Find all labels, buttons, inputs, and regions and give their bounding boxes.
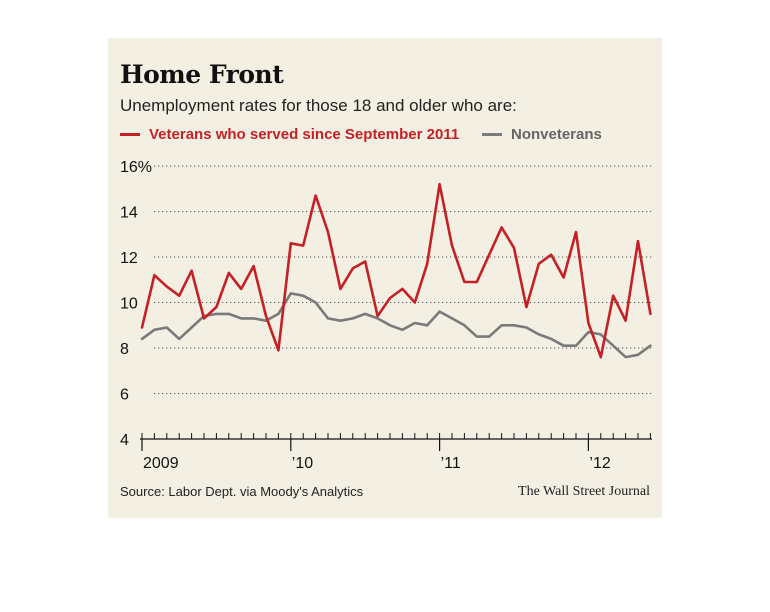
x-year-label: ’11 bbox=[441, 455, 461, 472]
source-note: Source: Labor Dept. via Moody's Analytic… bbox=[120, 484, 364, 499]
legend-nonveterans-swatch bbox=[482, 132, 502, 136]
y-tick-label: 8 bbox=[120, 341, 129, 358]
chart-card: Home Front Unemployment rates for those … bbox=[108, 38, 662, 518]
x-year-label: 2009 bbox=[143, 455, 179, 472]
line-chart: 4 6 8 10 12 14 16% 2009 ’10 ’11 ’12 bbox=[120, 159, 652, 472]
chart-title: Home Front bbox=[120, 60, 284, 89]
legend-veterans-swatch bbox=[120, 132, 140, 136]
x-year-label: ’10 bbox=[292, 455, 313, 472]
legend-veterans: Veterans who served since September 2011 bbox=[120, 124, 459, 144]
y-tick-label: 12 bbox=[120, 250, 138, 267]
y-tick-label: 6 bbox=[120, 387, 129, 404]
legend-veterans-label: Veterans who served since September 2011 bbox=[149, 125, 460, 143]
y-tick-label: 4 bbox=[120, 432, 129, 449]
y-tick-label: 10 bbox=[120, 296, 138, 313]
x-year-label: ’12 bbox=[589, 455, 610, 472]
veterans-series-line bbox=[140, 182, 652, 359]
chart-subtitle: Unemployment rates for those 18 and olde… bbox=[120, 96, 517, 115]
legend-nonveterans: Nonveterans bbox=[482, 124, 602, 144]
nonveterans-series-line bbox=[140, 292, 652, 359]
y-tick-label: 16% bbox=[120, 159, 152, 176]
y-tick-label: 14 bbox=[120, 205, 138, 222]
legend-nonveterans-label: Nonveterans bbox=[511, 125, 602, 143]
publisher-credit: The Wall Street Journal bbox=[518, 484, 650, 499]
